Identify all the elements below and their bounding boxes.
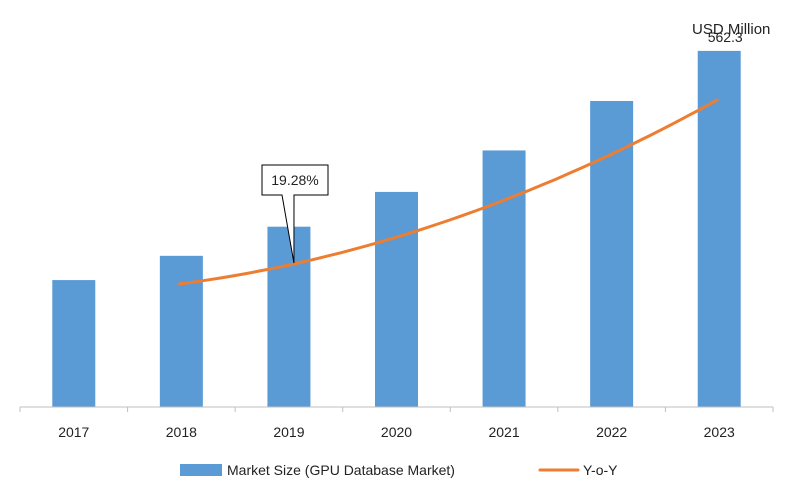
unit-label: USD Million [692, 21, 770, 38]
x-tick-label: 2019 [273, 424, 304, 440]
legend-line-label: Y-o-Y [583, 462, 618, 478]
bar-2019 [267, 226, 311, 407]
bar-2020 [375, 191, 418, 407]
callout-mask [282, 193, 294, 196]
x-ticks: 2017 2018 2019 2020 2021 2022 2023 [19, 407, 774, 440]
bar-2018 [159, 255, 203, 407]
x-tick-label: 2018 [166, 424, 197, 440]
legend: Market Size (GPU Database Market) Y-o-Y [180, 462, 618, 478]
callout-text: 19.28% [271, 172, 318, 188]
x-tick-label: 2017 [58, 424, 89, 440]
bar-2021 [482, 150, 526, 408]
legend-bar-label: Market Size (GPU Database Market) [227, 462, 455, 478]
x-tick-label: 2021 [488, 424, 519, 440]
x-tick-label: 2022 [596, 424, 627, 440]
x-tick-label: 2020 [381, 424, 412, 440]
yoy-line [177, 98, 719, 286]
bars-layer [52, 50, 741, 408]
yoy-callout: 19.28% [261, 164, 329, 264]
bar-2022 [590, 100, 634, 408]
bar-2023 [697, 50, 741, 407]
legend-bar-swatch [180, 464, 222, 476]
bar-data-label: 562.3 [708, 29, 743, 45]
bar-2017 [52, 280, 96, 407]
x-tick-label: 2023 [704, 424, 735, 440]
callout-box [261, 164, 329, 196]
